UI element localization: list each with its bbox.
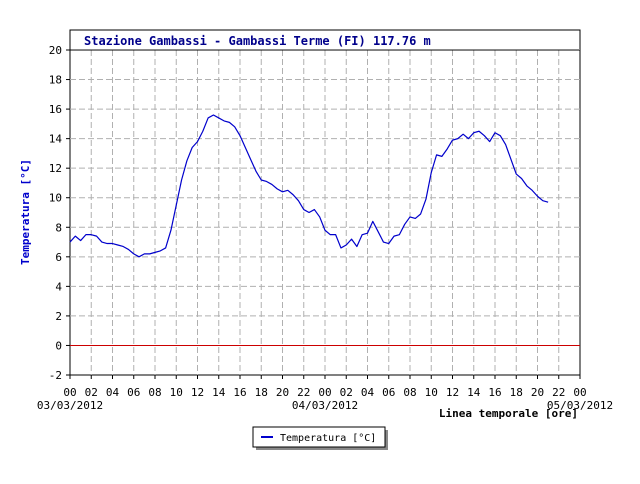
- title-shadow: [71, 49, 580, 50]
- x-tick-label: 14: [467, 386, 481, 399]
- y-tick-label: 20: [49, 44, 62, 57]
- y-tick-label: 2: [55, 310, 62, 323]
- chart-title: Stazione Gambassi - Gambassi Terme (FI) …: [84, 34, 431, 48]
- x-tick-label: 02: [85, 386, 98, 399]
- y-tick-label: 16: [49, 103, 62, 116]
- x-tick-label: 08: [403, 386, 416, 399]
- y-tick-label: 12: [49, 162, 62, 175]
- x-tick-label: 08: [148, 386, 161, 399]
- x-tick-label: 00: [63, 386, 76, 399]
- y-tick-label: 4: [55, 280, 62, 293]
- date-label-start: 03/03/2012: [37, 399, 103, 412]
- legend-box: [252, 426, 386, 448]
- x-tick-label: 10: [170, 386, 183, 399]
- x-axis-label: Linea temporale [ore]: [439, 407, 578, 420]
- y-tick-label: 6: [55, 251, 62, 264]
- date-label-middle: 04/03/2012: [292, 399, 358, 412]
- temperature-series-line: [69, 114, 549, 258]
- series-group: [69, 114, 549, 258]
- y-tick-label: 8: [55, 221, 62, 234]
- x-tick-label: 06: [127, 386, 140, 399]
- y-tick-label: -2: [49, 369, 62, 382]
- y-tick-label: 18: [49, 74, 62, 87]
- x-tick-label: 04: [361, 386, 375, 399]
- legend-label: Temperatura [°C]: [280, 433, 376, 444]
- x-tick-label: 18: [510, 386, 523, 399]
- x-tick-label: 10: [425, 386, 438, 399]
- x-tick-label: 18: [255, 386, 268, 399]
- x-tick-label: 20: [276, 386, 289, 399]
- legend: Temperatura [°C]: [252, 426, 388, 450]
- x-tick-label: 00: [573, 386, 586, 399]
- x-tick-label: 22: [552, 386, 565, 399]
- grid-lines: [70, 50, 580, 375]
- x-tick-label: 04: [106, 386, 120, 399]
- date-label-end: 05/03/2012: [547, 399, 613, 412]
- y-tick-label: 0: [55, 339, 62, 352]
- x-tick-label: 22: [297, 386, 310, 399]
- y-axis-label: Temperatura [°C]: [19, 159, 32, 265]
- x-tick-label: 16: [233, 386, 246, 399]
- y-tick-label: 14: [49, 133, 63, 146]
- x-tick-label: 12: [191, 386, 204, 399]
- x-tick-label: 12: [446, 386, 459, 399]
- x-tick-label: 06: [382, 386, 395, 399]
- x-tick-label: 20: [531, 386, 544, 399]
- x-tick-label: 02: [340, 386, 353, 399]
- y-tick-label: 10: [49, 192, 62, 205]
- x-tick-label: 14: [212, 386, 226, 399]
- x-tick-label: 16: [488, 386, 501, 399]
- x-tick-label: 00: [318, 386, 331, 399]
